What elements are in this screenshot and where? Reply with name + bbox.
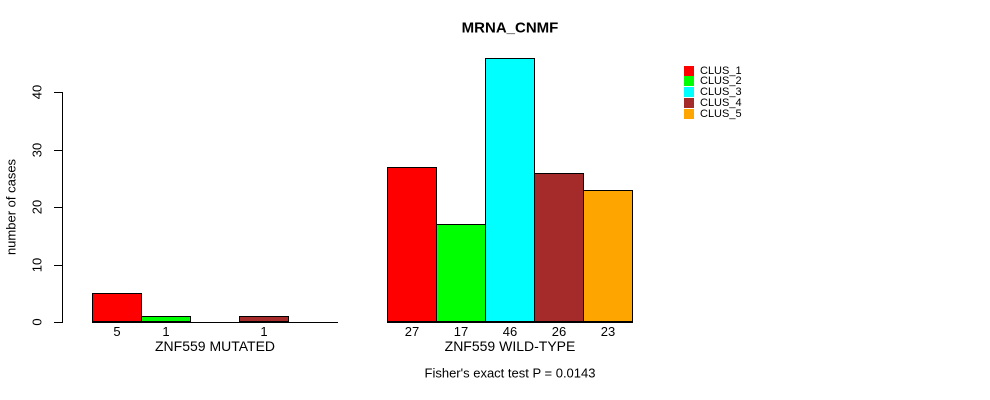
bar-value-clus-3-znf559-wild-type: 46	[502, 324, 518, 339]
bar-clus-1-znf559-wild-type	[387, 166, 437, 322]
chart-title: MRNA_CNMF	[461, 19, 559, 37]
x-axis-line-mutated	[92, 322, 338, 323]
y-tick-mark	[54, 92, 62, 93]
bar-clus-2-znf559-mutated	[141, 316, 191, 322]
y-tick-mark	[54, 264, 62, 266]
bar-value-clus-4-znf559-wild-type: 26	[551, 324, 567, 339]
bar-value-clus-1-znf559-wild-type: 27	[404, 324, 420, 339]
bar-clus-4-znf559-wild-type	[534, 172, 584, 322]
x-axis-line-wildtype	[387, 322, 633, 323]
y-tick-label: 10	[29, 257, 45, 272]
bar-clus-3-znf559-wild-type	[485, 57, 535, 322]
bar-clus-4-znf559-mutated	[239, 316, 289, 322]
bar-clus-1-znf559-mutated	[92, 293, 142, 322]
bar-value-clus-1-znf559-mutated: 5	[113, 324, 121, 339]
legend-label-clus-3: CLUS_3	[700, 86, 742, 99]
y-tick-mark	[54, 207, 62, 208]
y-tick-label: 20	[29, 199, 45, 215]
y-tick-label: 40	[29, 84, 45, 100]
y-tick-label: 0	[29, 318, 45, 326]
legend-label-clus-5: CLUS_5	[700, 107, 742, 120]
y-axis-line	[62, 92, 63, 323]
bar-clus-5-znf559-wild-type	[583, 189, 633, 322]
footnote: Fisher's exact test P = 0.0143	[424, 365, 596, 381]
bar-value-clus-5-znf559-wild-type: 23	[600, 324, 616, 339]
bar-value-clus-2-znf559-wild-type: 17	[453, 324, 469, 339]
legend-swatch-clus-2	[684, 76, 694, 87]
y-tick-mark	[54, 149, 62, 151]
legend-swatch-clus-3	[684, 87, 694, 98]
bar-clus-2-znf559-wild-type	[436, 224, 486, 322]
y-axis-label: number of cases	[3, 158, 19, 256]
y-tick-mark	[54, 322, 62, 323]
bar-value-clus-2-znf559-mutated: 1	[162, 324, 170, 339]
bar-value-clus-4-znf559-mutated: 1	[260, 324, 268, 339]
category-label-wildtype: ZNF559 WILD-TYPE	[444, 338, 576, 354]
legend-label-clus-1: CLUS_1	[700, 64, 742, 77]
legend-swatch-clus-1	[684, 65, 694, 76]
legend-label-clus-2: CLUS_2	[700, 75, 742, 88]
legend-swatch-clus-5	[684, 108, 694, 119]
category-label-mutated: ZNF559 MUTATED	[154, 338, 276, 354]
legend-swatch-clus-4	[684, 97, 694, 108]
legend-label-clus-4: CLUS_4	[700, 96, 742, 109]
y-tick-label: 30	[29, 142, 45, 157]
